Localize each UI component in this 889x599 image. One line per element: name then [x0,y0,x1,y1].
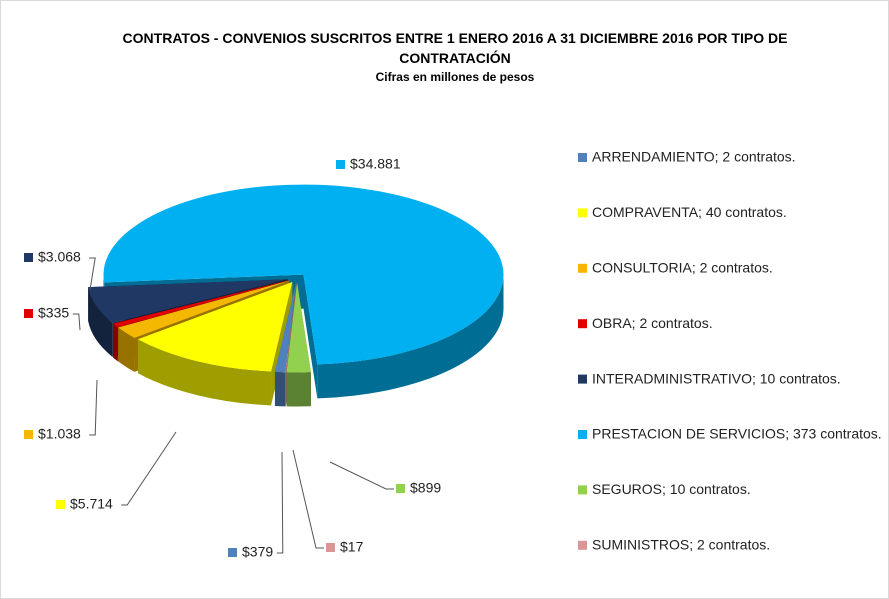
pie-slice [137,281,293,372]
pie-slice [88,279,288,323]
label-swatch [24,430,33,439]
data-label: $34.881 [350,156,401,172]
leader-line [72,313,81,331]
label-swatch [56,500,65,509]
legend-label: SUMINISTROS; 2 contratos. [592,537,770,553]
leader-line [89,379,98,436]
label-swatch [24,309,33,318]
data-label: $17 [340,539,364,555]
legend-label: SEGUROS; 10 contratos. [592,481,751,497]
pie-slice [113,280,289,328]
legend-swatch [578,430,587,439]
slice-side [118,327,135,372]
legend-swatch [578,263,587,273]
label-swatch [396,484,405,493]
legend-swatch [578,153,587,162]
data-label: $379 [242,544,273,560]
pie-slice [285,282,297,373]
data-label: $899 [410,480,441,496]
chart-subtitle: Cifras en millones de pesos [375,70,535,84]
leader-line [121,431,177,506]
pie-slice [118,280,289,338]
legend-label: PRESTACION DE SERVICIOS; 373 contratos. [592,426,882,442]
legend-label: ARRENDAMIENTO; 2 contratos. [592,149,796,165]
legend-swatch [578,319,587,329]
data-label: $335 [38,305,69,321]
leader-line [329,461,394,490]
label-swatch [336,160,345,169]
leader-line [292,449,324,549]
leader-line [276,451,284,554]
data-label: $3.068 [38,249,81,265]
leader-line [89,257,96,291]
label-swatch [326,543,335,552]
slice-side [286,372,311,407]
slice-side [317,274,504,399]
legend-label: INTERADMINISTRATIVO; 10 contratos. [592,370,841,386]
pie-slice [103,184,504,365]
slice-side [274,371,286,407]
legend-label: COMPRAVENTA; 40 contratos. [592,204,787,220]
pie-slice [274,282,297,373]
legend-swatch [578,208,587,218]
chart-title: CONTRATOS - CONVENIOS SUSCRITOS ENTRE 1 … [122,30,788,66]
pie-slice [286,282,311,373]
slice-sides [88,274,504,407]
legend-label: OBRA; 2 contratos. [592,315,713,331]
legend-swatch [578,485,587,495]
label-swatch [228,548,237,557]
slice-side [137,339,272,406]
slice-side [113,323,118,362]
data-label: $5.714 [70,496,113,512]
slice-edge [303,274,318,399]
slice-side [88,287,113,357]
legend-label: CONSULTORIA; 2 contratos. [592,260,773,276]
label-swatch [24,253,33,262]
slice-tops [88,184,504,373]
legend-swatch [578,374,587,384]
legend-swatch [578,540,587,550]
data-label: $1.038 [38,426,81,442]
